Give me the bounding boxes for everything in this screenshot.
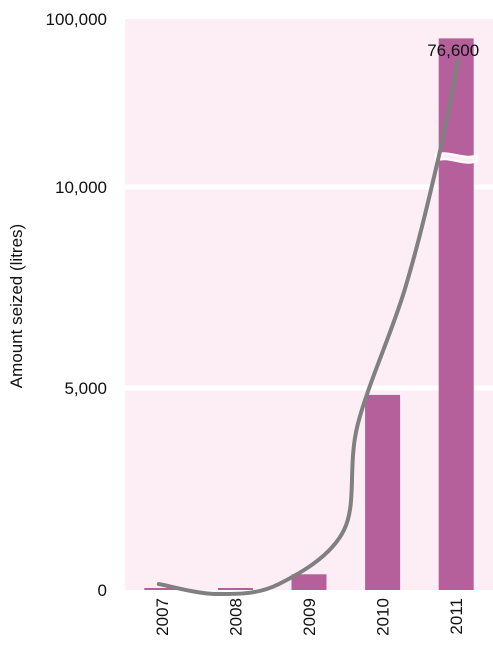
y-axis-label: Amount seized (litres): [7, 224, 26, 388]
y-tick-label: 0: [98, 581, 107, 600]
y-tick-label: 100,000: [46, 10, 107, 29]
x-tick-label-2010: 2010: [374, 598, 393, 636]
bar-2008: [217, 588, 253, 590]
bar-2007: [144, 588, 180, 590]
y-axis-ticks: 0 5,000 10,000 100,000: [46, 10, 107, 600]
bar-2011: [438, 38, 474, 590]
x-tick-label-2008: 2008: [226, 598, 245, 636]
axis-break-mark: [434, 152, 478, 164]
x-tick-label-2007: 2007: [153, 598, 172, 636]
plot-background: [125, 19, 493, 590]
trend-line: [156, 58, 461, 597]
bars: [144, 38, 474, 590]
x-tick-label-2011: 2011: [447, 598, 466, 635]
bar-2009: [291, 574, 327, 590]
data-label-2011: 76,600: [427, 41, 479, 60]
y-tick-label: 5,000: [64, 379, 107, 398]
bar-2010: [365, 394, 401, 590]
y-tick-label: 10,000: [55, 178, 107, 197]
axis-break: [434, 152, 478, 164]
x-axis-ticks: 2007 2008 2009 2010 2011: [153, 598, 466, 636]
x-tick-label-2009: 2009: [300, 598, 319, 636]
